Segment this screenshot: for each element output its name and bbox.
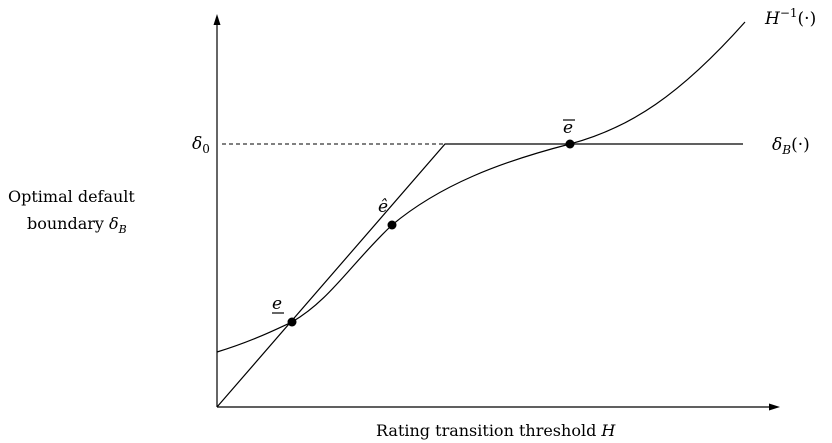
x-axis-arrow xyxy=(769,403,780,411)
point-e-hat xyxy=(387,220,397,230)
delta-b-curve xyxy=(216,143,743,408)
y-axis-label-line1: Optimal default xyxy=(8,187,135,206)
label-h-inverse: H−1(·) xyxy=(764,6,816,29)
label-delta0: δ0 xyxy=(192,134,210,156)
label-e-high: e xyxy=(563,118,573,138)
point-e-high xyxy=(565,139,575,149)
label-e-low: e xyxy=(272,294,282,314)
label-e-hat: ê xyxy=(378,197,388,217)
label-delta-b: δB(·) xyxy=(772,135,810,157)
x-axis-label: Rating transition threshold H xyxy=(376,421,616,440)
h-inverse-curve xyxy=(216,21,746,353)
y-axis-label-line2: boundary δB xyxy=(27,214,127,236)
point-e-low xyxy=(287,317,297,327)
y-axis-arrow xyxy=(213,14,221,25)
